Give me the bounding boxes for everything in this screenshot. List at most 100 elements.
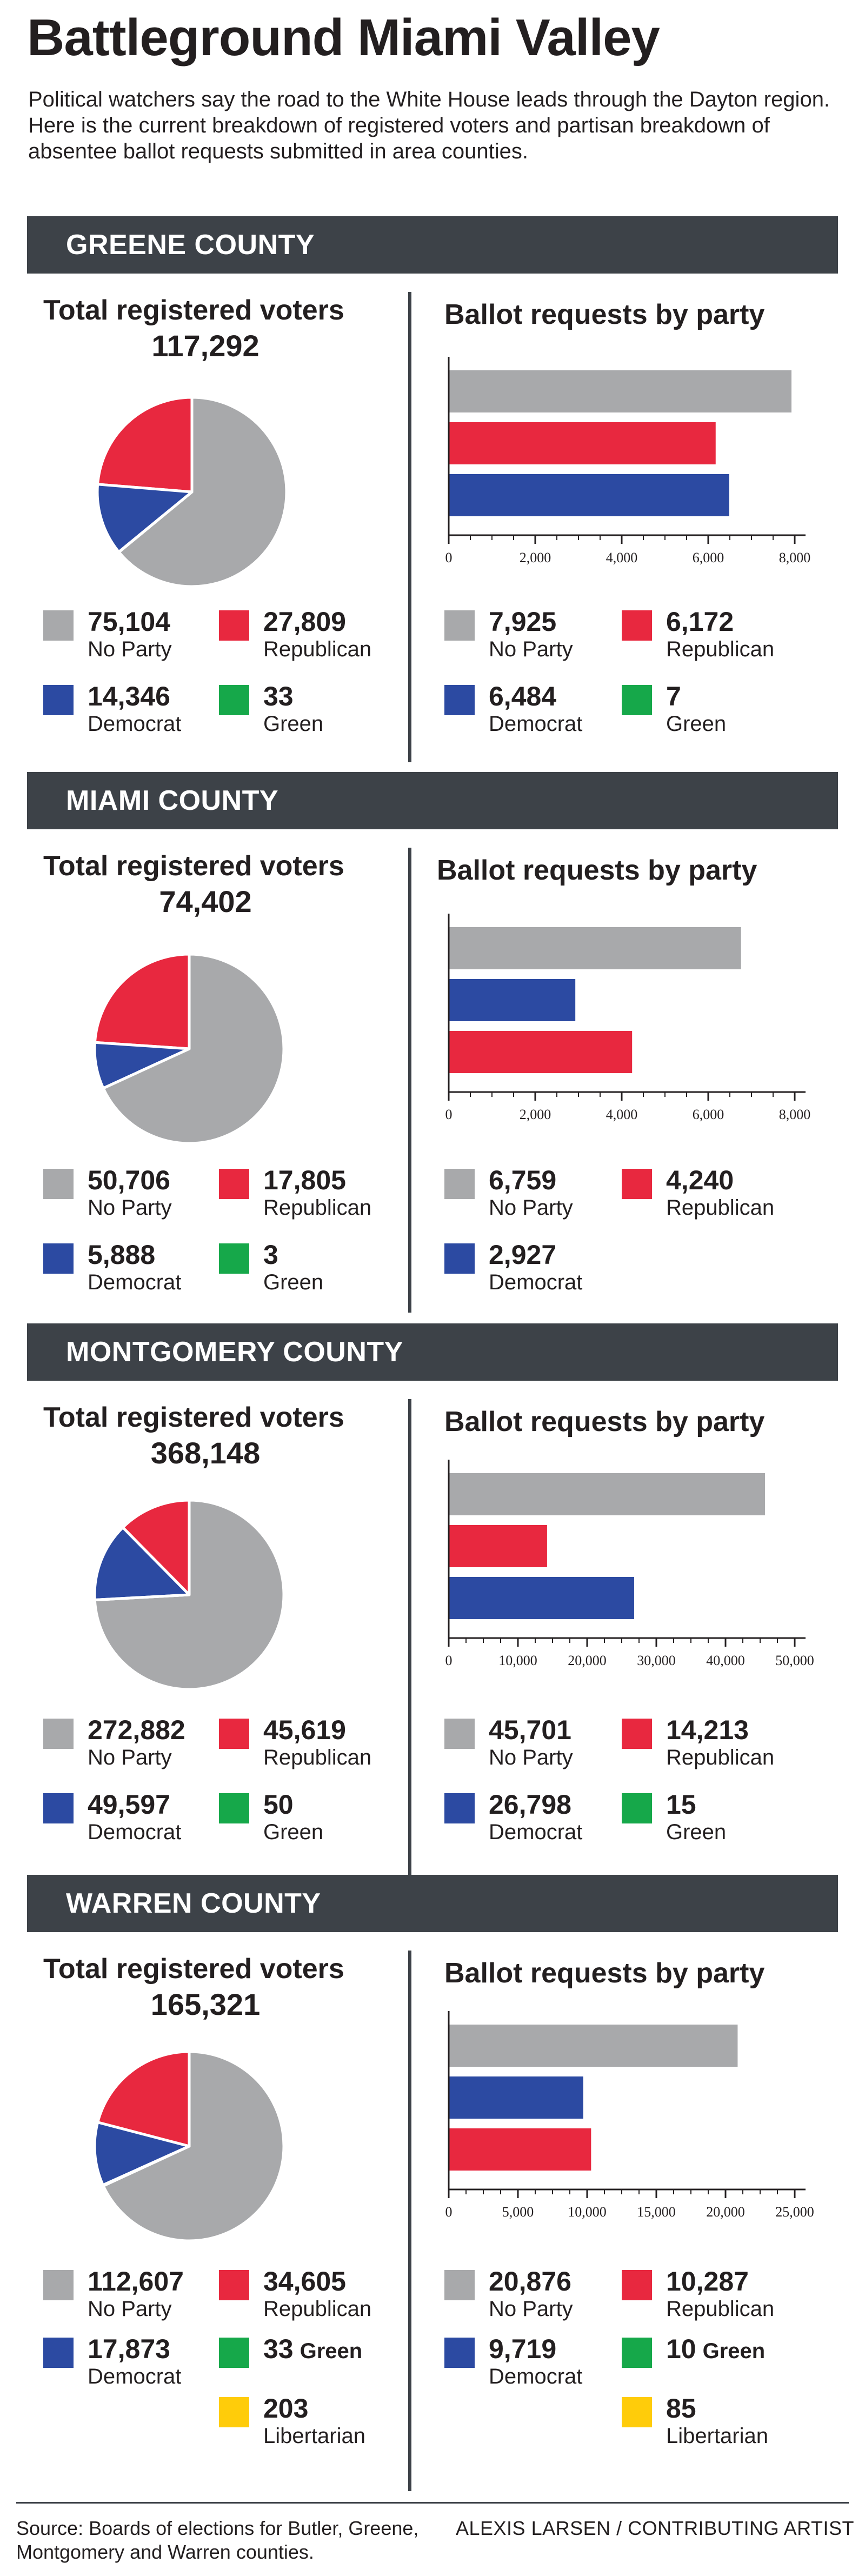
legend-swatch <box>622 685 652 715</box>
legend-item-democrat: 6,484 Democrat <box>444 683 623 748</box>
legend-swatch <box>444 1243 475 1274</box>
legend-item-no-party: 112,607 No Party <box>43 2268 222 2333</box>
x-tick-label: 6,000 <box>693 550 724 565</box>
x-tick-label: 50,000 <box>775 1653 814 1668</box>
registered-total: 117,292 <box>151 329 260 363</box>
legend-swatch <box>444 1719 475 1749</box>
legend-item-republican: 17,805 Republican <box>219 1167 397 1232</box>
legend-item-no-party: 272,882 No Party <box>43 1716 222 1781</box>
legend-swatch <box>43 610 74 641</box>
registered-total: 368,148 <box>150 1436 261 1470</box>
legend-item-democrat: 9,719 Democrat <box>444 2335 623 2400</box>
legend-item-libertarian: 203 Libertarian <box>219 2395 397 2460</box>
county-header-miami: MIAMI COUNTY <box>27 772 838 829</box>
x-tick-label: 40,000 <box>706 1653 745 1668</box>
legend-item-green: 10 Green <box>622 2335 800 2400</box>
legend-swatch <box>219 1243 249 1274</box>
bar-no-party <box>449 2025 738 2067</box>
legend-item-democrat: 26,798 Democrat <box>444 1791 623 1856</box>
legend-item-green: 15 Green <box>622 1791 800 1856</box>
legend-swatch <box>444 1793 475 1823</box>
county-header-montgomery: MONTGOMERY COUNTY <box>27 1323 838 1381</box>
page-title: Battleground Miami Valley <box>27 9 660 66</box>
legend-item-republican: 6,172 Republican <box>622 608 800 673</box>
x-tick-label: 0 <box>445 550 453 565</box>
legend-item-democrat: 17,873 Democrat <box>43 2335 222 2400</box>
registered-label: Total registered voters <box>43 1953 344 1985</box>
x-tick-label: 8,000 <box>779 1107 811 1122</box>
legend-item-no-party: 7,925 No Party <box>444 608 623 673</box>
pie-slice-republican <box>121 1499 191 1596</box>
legend-item-green: 33 Green <box>219 2335 397 2400</box>
artist-credit: ALEXIS LARSEN / CONTRIBUTING ARTIST <box>456 2517 854 2539</box>
bar-no-party <box>449 370 791 412</box>
section-divider <box>408 292 411 762</box>
bar-republican <box>449 422 716 464</box>
x-tick-label: 8,000 <box>779 550 811 565</box>
bar-no-party <box>449 927 741 969</box>
legend-swatch <box>43 1793 74 1823</box>
legend-swatch <box>219 2270 249 2300</box>
source-note: Source: Boards of elections for Butler, … <box>16 2517 419 2563</box>
registered-label: Total registered voters <box>43 1402 344 1433</box>
footer-rule <box>16 2502 849 2504</box>
legend-swatch <box>43 1169 74 1199</box>
ballot-requests-label: Ballot requests by party <box>444 1406 765 1437</box>
pie-slice-republican <box>93 953 191 1050</box>
legend-item-republican: 14,213 Republican <box>622 1716 800 1781</box>
legend-item-republican: 4,240 Republican <box>622 1167 800 1232</box>
ballot-bar-chart: 0 5,000 10,000 15,000 20,000 25,000 <box>445 2011 814 2220</box>
legend-item-green: 33 Green <box>219 683 397 748</box>
legend-swatch <box>622 1719 652 1749</box>
legend-swatch <box>43 1719 74 1749</box>
legend-swatch <box>622 2338 652 2368</box>
x-tick-label: 6,000 <box>693 1107 724 1122</box>
pie-slice-green <box>102 1047 191 1090</box>
pie-slice-green <box>93 1593 191 1602</box>
legend-item-democrat: 5,888 Democrat <box>43 1241 222 1306</box>
x-tick-label: 0 <box>445 2204 453 2220</box>
legend-swatch <box>219 610 249 641</box>
legend-swatch <box>444 685 475 715</box>
legend-swatch <box>43 2338 74 2368</box>
section-divider <box>408 1399 411 1875</box>
legend-swatch <box>43 1243 74 1274</box>
legend-item-no-party: 20,876 No Party <box>444 2268 623 2333</box>
legend-item-green: 50 Green <box>219 1791 397 1856</box>
pie-slice-democrat <box>93 1526 191 1601</box>
pie-slice-republican <box>96 396 194 494</box>
x-tick-label: 30,000 <box>637 1653 676 1668</box>
legend-swatch <box>444 1169 475 1199</box>
legend-item-green: 3 Green <box>219 1241 397 1306</box>
county-header-warren: WARREN COUNTY <box>27 1875 838 1932</box>
bar-democrat <box>449 979 576 1021</box>
pie-slice-green <box>117 490 194 554</box>
registered-pie-chart <box>96 396 288 588</box>
x-tick-label: 20,000 <box>568 1653 607 1668</box>
legend-swatch <box>219 1719 249 1749</box>
legend-swatch <box>219 2338 249 2368</box>
legend-item-no-party: 6,759 No Party <box>444 1167 623 1232</box>
legend-swatch <box>622 1793 652 1823</box>
pie-slice-democrat <box>93 2121 191 2187</box>
legend-swatch <box>444 2270 475 2300</box>
intro-text: Political watchers say the road to the W… <box>28 88 830 163</box>
pie-slice-no-party <box>102 2050 285 2242</box>
pie-slice-democrat <box>96 483 194 554</box>
legend-item-democrat: 49,597 Democrat <box>43 1791 222 1856</box>
legend-swatch <box>219 2397 249 2427</box>
x-tick-label: 2,000 <box>520 550 551 565</box>
legend-swatch <box>622 2397 652 2427</box>
legend-item-republican: 45,619 Republican <box>219 1716 397 1781</box>
x-tick-label: 5,000 <box>502 2204 534 2220</box>
ballot-bar-chart: 0 2,000 4,000 6,000 8,000 <box>445 914 811 1122</box>
legend-item-no-party: 50,706 No Party <box>43 1167 222 1232</box>
legend-item-libertarian: 85 Libertarian <box>622 2395 800 2460</box>
legend-item-no-party: 45,701 No Party <box>444 1716 623 1781</box>
legend-swatch <box>43 685 74 715</box>
registered-total: 74,402 <box>159 884 252 918</box>
legend-swatch <box>444 610 475 641</box>
registered-pie-chart <box>93 1499 285 1691</box>
x-tick-label: 0 <box>445 1107 453 1122</box>
legend-swatch <box>622 1169 652 1199</box>
